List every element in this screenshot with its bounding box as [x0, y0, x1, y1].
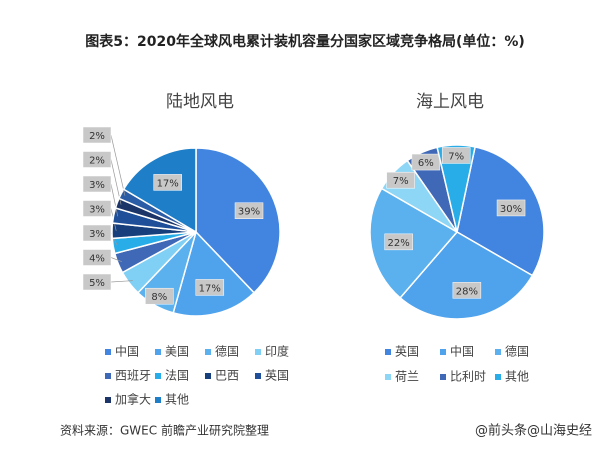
legend-label: 加拿大: [115, 392, 151, 407]
legend-swatch: [155, 397, 161, 403]
legend-label: 其他: [165, 393, 189, 407]
data-label: 17%: [199, 283, 221, 294]
data-label-box: [82, 175, 112, 193]
data-label-box: [82, 224, 112, 242]
data-label: 3%: [89, 229, 105, 240]
legend-swatch: [205, 373, 211, 379]
legend-label: 美国: [165, 345, 189, 359]
legend-label: 英国: [265, 369, 289, 383]
data-label-box: [82, 273, 112, 291]
data-label-box: [496, 199, 526, 217]
pie-slice: [195, 147, 281, 294]
data-label: 8%: [151, 292, 167, 303]
legend-swatch: [255, 349, 261, 355]
legend-label: 中国: [450, 344, 474, 359]
legend-swatch: [105, 397, 111, 403]
legend-label: 英国: [395, 345, 419, 359]
legend-swatch: [495, 349, 501, 355]
data-label-box: [82, 126, 112, 144]
legend-label: 比利时: [450, 370, 486, 384]
legend-swatch: [495, 374, 501, 380]
data-label: 22%: [388, 238, 410, 249]
data-label: 39%: [238, 207, 260, 218]
legend-swatch: [385, 374, 391, 380]
data-label-box: [195, 279, 225, 296]
data-label-box: [82, 151, 112, 168]
data-label-box: [145, 287, 174, 305]
leader-line: [110, 280, 133, 283]
data-label-box: [452, 282, 482, 299]
legend-label: 中国: [115, 344, 139, 359]
data-label: 28%: [456, 286, 478, 297]
data-label: 5%: [89, 278, 105, 289]
legend-swatch: [155, 373, 161, 379]
data-label: 2%: [89, 156, 105, 167]
data-label-box: [386, 171, 415, 189]
pie-title: 陆地风电: [166, 92, 234, 112]
legend-swatch: [105, 349, 111, 355]
data-label: 2%: [89, 131, 105, 142]
legend-label: 巴西: [215, 369, 239, 383]
data-label: 6%: [418, 158, 434, 169]
data-label: 3%: [89, 205, 105, 216]
leader-line: [110, 257, 123, 263]
legend-label: 德国: [505, 344, 529, 359]
legend-swatch: [255, 373, 261, 379]
data-label: 3%: [89, 180, 105, 191]
legend-swatch: [440, 374, 446, 380]
legend-label: 法国: [165, 369, 189, 383]
legend-label: 荷兰: [395, 370, 419, 384]
data-label: 4%: [89, 254, 105, 265]
leader-line: [110, 183, 119, 217]
data-label-box: [234, 202, 264, 219]
data-label-box: [153, 174, 182, 191]
watermark: @前头条@山海史经: [475, 423, 592, 439]
data-label: 7%: [448, 151, 464, 162]
chart-title: 图表5：2020年全球风电累计装机容量分国家区域竞争格局(单位：%): [85, 34, 525, 50]
leader-line: [110, 134, 126, 196]
legend-label: 印度: [265, 344, 289, 359]
pie-title: 海上风电: [416, 92, 484, 112]
pie-slice: [172, 230, 256, 317]
data-label: 30%: [500, 204, 522, 215]
legend-label: 德国: [215, 344, 239, 359]
data-label: 7%: [393, 176, 409, 187]
legend-swatch: [440, 349, 446, 355]
legend-swatch: [385, 349, 391, 355]
data-label-box: [82, 200, 112, 217]
legend-swatch: [105, 373, 111, 379]
title-box: 图表5：2020年全球风电累计装机容量分国家区域竞争格局(单位：%): [85, 34, 525, 50]
data-label-box: [441, 147, 471, 164]
source: 资料来源：GWEC 前瞻产业研究院整理: [60, 423, 269, 438]
legend-swatch: [155, 349, 161, 355]
pie-slice: [399, 231, 534, 320]
legend-label: 西班牙: [115, 369, 151, 383]
legend-swatch: [205, 349, 211, 355]
legend-label: 其他: [505, 370, 529, 384]
pie-slice: [369, 187, 459, 299]
pie-slice: [436, 144, 476, 233]
data-label: 17%: [157, 178, 179, 189]
data-label-box: [82, 249, 112, 266]
data-label-box: [384, 233, 413, 251]
